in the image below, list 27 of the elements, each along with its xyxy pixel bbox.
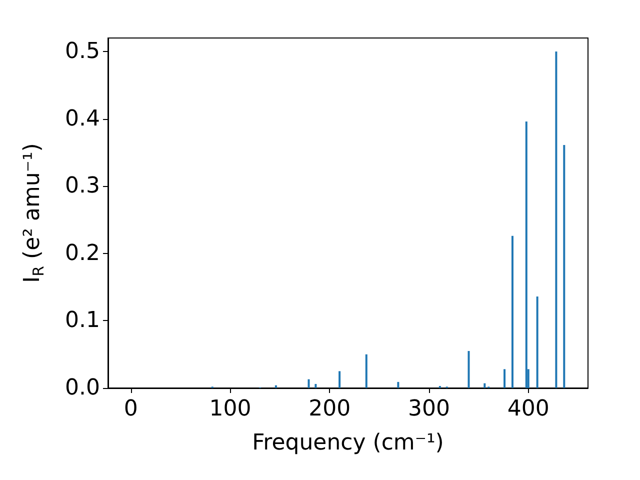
bar <box>274 385 277 388</box>
y-tick-label: 0.0 <box>65 376 100 400</box>
bar <box>525 121 528 388</box>
y-tick-label: 0.1 <box>65 308 100 334</box>
y-tick-label: 0.5 <box>65 38 100 64</box>
x-tick-label: 300 <box>408 396 450 422</box>
bar <box>555 51 558 388</box>
bar <box>511 236 514 388</box>
bar <box>536 296 538 388</box>
y-tick-label: 0.3 <box>65 174 100 199</box>
bar <box>338 371 341 388</box>
y-tick-label: 0.4 <box>65 106 100 132</box>
bar <box>468 350 470 388</box>
x-tick-label: 400 <box>507 396 550 422</box>
bar <box>504 369 506 388</box>
bar <box>308 379 310 388</box>
x-axis-title: Frequency (cm⁻¹) <box>252 430 444 456</box>
bar <box>563 145 566 388</box>
x-tick-label: 100 <box>209 396 252 422</box>
bar <box>397 382 400 388</box>
bar <box>314 384 317 388</box>
y-tick-label: 0.2 <box>65 240 100 266</box>
x-tick-label: 200 <box>308 396 351 422</box>
bar <box>365 354 368 388</box>
bar <box>484 383 486 388</box>
y-axis-title: IR (e² amu⁻¹) <box>20 143 48 283</box>
x-tick-label: 0 <box>124 396 138 422</box>
